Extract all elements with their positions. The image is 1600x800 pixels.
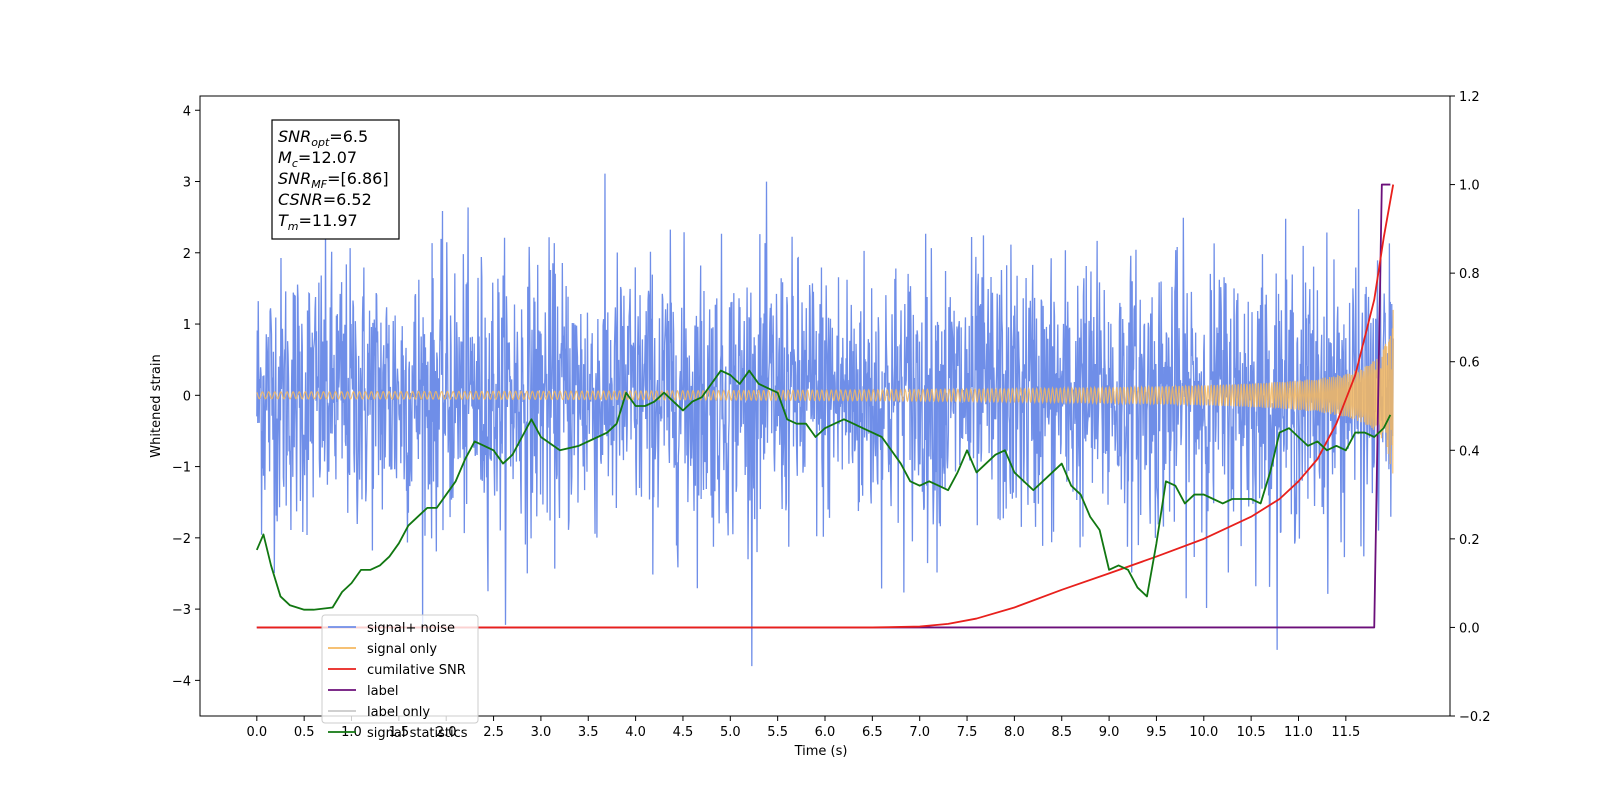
x-tick-label: 2.5 [483,725,504,740]
y2-tick-label: −0.2 [1459,710,1491,725]
y-tick-label: 3 [183,176,191,191]
x-tick-label: 1.5 [389,725,410,740]
y-tick-label: 1 [183,318,191,333]
x-tick-label: 0.0 [246,725,267,740]
right-axis-series [255,183,1395,629]
legend-label-label-only: label only [367,705,430,720]
y2-tick-label: 0.0 [1459,621,1480,636]
x-tick-label: 9.5 [1146,725,1167,740]
x-tick-label: 7.0 [909,725,930,740]
y-axis-left: 4 3 2 1 0 −1 −2 −3 −4 [172,104,200,689]
legend-label-signal-noise: signal+ noise [367,621,455,636]
stat-line: SNRMF=[6.86] [278,169,389,191]
y2-tick-label: 1.2 [1459,90,1480,105]
y2-tick-label: 1.0 [1459,179,1480,194]
stat-line: SNRopt=6.5 [278,127,368,149]
y2-tick-label: 0.6 [1459,356,1480,371]
x-axis-label: Time (s) [794,744,848,759]
x-tick-label: 6.5 [862,725,883,740]
x-tick-label: 0.5 [294,725,315,740]
noise-line [256,173,1394,667]
x-tick-label: 11.0 [1284,725,1313,740]
y2-tick-label: 0.2 [1459,533,1480,548]
x-tick-label: 10.0 [1189,725,1218,740]
series-signal-statistics-line [255,369,1392,611]
y-axis-label: Whitened strain [149,354,164,457]
x-tick-label: 8.5 [1051,725,1072,740]
series-cumilative-snr-line [256,184,1395,629]
x-tick-label: 2.0 [436,725,457,740]
y-tick-label: −4 [172,674,191,689]
x-tick-label: 6.0 [815,725,836,740]
stat-line: CSNR=6.52 [278,190,372,209]
x-tick-label: 5.0 [720,725,741,740]
x-tick-label: 5.5 [767,725,788,740]
legend-label-label: label [367,684,398,699]
legend-label-cumilative-snr: cumilative SNR [367,663,466,678]
y-tick-label: 2 [183,247,191,262]
stat-line: Mc=12.07 [278,148,357,170]
x-tick-label: 8.0 [1004,725,1025,740]
x-tick-label: 7.5 [957,725,978,740]
y-tick-label: −2 [172,532,191,547]
y-tick-label: 4 [183,104,191,119]
y2-tick-label: 0.8 [1459,267,1480,282]
legend: signal+ noise signal only cumilative SNR la… [321,614,479,741]
series-signal-only [256,309,1394,474]
x-tick-label: 4.0 [625,725,646,740]
legend-label-signal-only: signal only [367,642,437,657]
y-axis-right: 1.2 1.0 0.8 0.6 0.4 0.2 0.0 −0.2 [1450,90,1491,725]
series-signal-noise [256,173,1394,667]
x-tick-label: 3.0 [531,725,552,740]
plot-area [255,173,1395,667]
y-tick-label: −3 [172,603,191,618]
y-tick-label: 0 [183,389,191,404]
legend-label-signal-statistics: signal statistics [367,726,468,741]
x-tick-label: 9.0 [1099,725,1120,740]
stat-line: Tm=11.97 [278,211,358,233]
x-tick-label: 10.5 [1237,725,1266,740]
y-tick-label: −1 [172,461,191,476]
y2-tick-label: 0.4 [1459,444,1480,459]
x-tick-label: 3.5 [578,725,599,740]
x-axis: 0.0 0.5 1.0 1.5 2.0 2.5 3.0 3.5 4.0 4.5 5.0 5.5 6.0 6… [246,716,1360,740]
x-tick-label: 4.5 [673,725,694,740]
signal-only-line [256,309,1394,474]
x-tick-label: 11.5 [1331,725,1360,740]
